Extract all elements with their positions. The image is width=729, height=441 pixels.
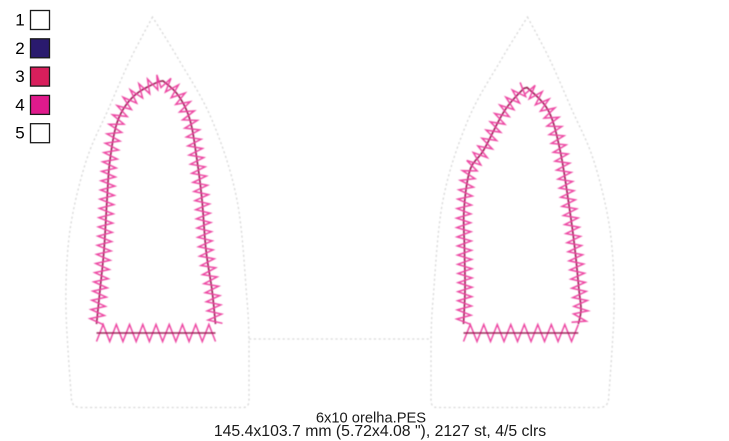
svg-text:4: 4 xyxy=(15,95,24,114)
svg-text:145.4x103.7 mm (5.72x4.08 "),: 145.4x103.7 mm (5.72x4.08 "), 2127 st, 4… xyxy=(214,423,546,440)
svg-text:3: 3 xyxy=(15,67,24,86)
svg-text:2: 2 xyxy=(15,39,24,58)
svg-text:1: 1 xyxy=(15,11,24,30)
svg-text:5: 5 xyxy=(15,124,24,143)
